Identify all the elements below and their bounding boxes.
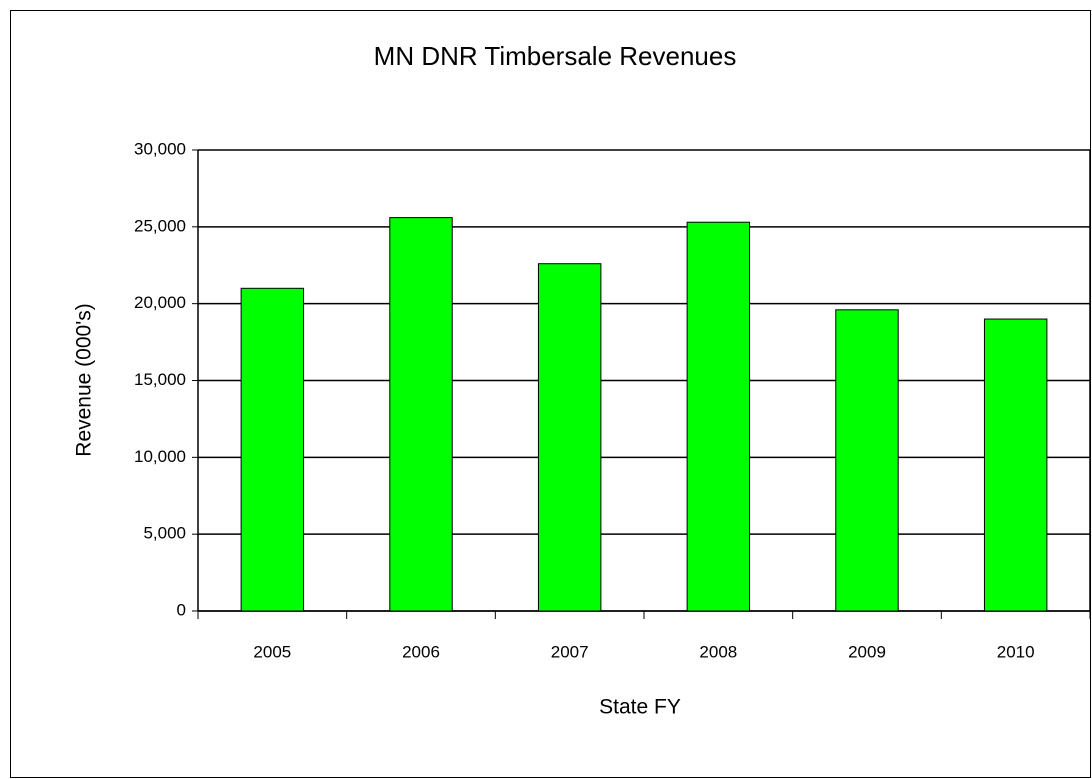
x-tick-label: 2007 — [551, 642, 589, 661]
bar — [686, 221, 751, 612]
x-tick-label: 2008 — [699, 642, 737, 661]
x-tick-label: 2006 — [402, 642, 440, 661]
y-tick-label: 0 — [177, 600, 186, 619]
bar — [240, 287, 305, 612]
x-tick-label: 2010 — [997, 642, 1035, 661]
bar — [389, 217, 453, 612]
bar — [835, 309, 899, 612]
y-tick-label: 20,000 — [134, 293, 186, 312]
y-tick-label: 15,000 — [134, 370, 186, 389]
x-axis-label: State FY — [599, 696, 681, 719]
x-tick-label: 2005 — [253, 642, 291, 661]
y-axis-label: Revenue (000's) — [73, 303, 96, 456]
y-tick-label: 10,000 — [134, 447, 186, 466]
bar — [537, 263, 602, 612]
y-tick-label: 5,000 — [143, 524, 186, 543]
y-tick-label: 25,000 — [134, 216, 186, 235]
chart-title: MN DNR Timbersale Revenues — [374, 41, 737, 71]
y-tick-label: 30,000 — [134, 139, 186, 158]
bar — [983, 318, 1048, 612]
x-tick-label: 2009 — [848, 642, 886, 661]
